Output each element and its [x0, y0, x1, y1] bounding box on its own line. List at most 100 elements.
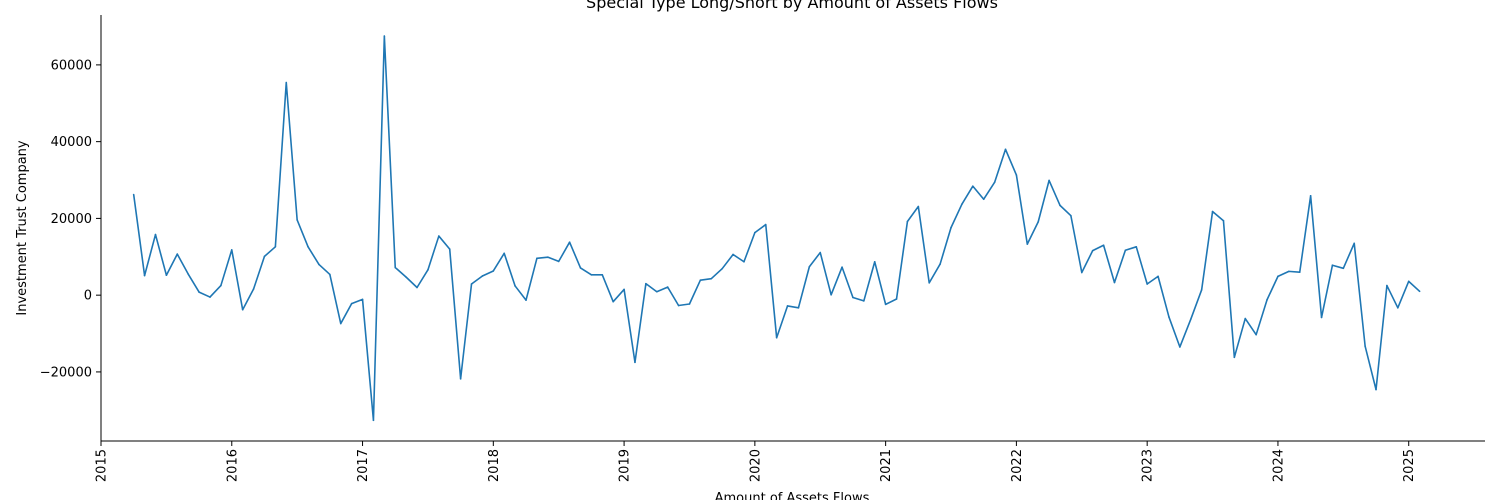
data-point [383, 35, 386, 37]
data-point [1080, 271, 1083, 274]
x-tick-label: 2015 [95, 449, 110, 482]
data-point [1364, 345, 1366, 348]
x-tick-label: 2019 [618, 449, 633, 482]
data-point [438, 235, 440, 237]
data-point [895, 298, 898, 300]
data-point [198, 291, 200, 293]
chart-title: Special Type Long/Short by Amount of Ass… [586, 0, 998, 12]
data-point [350, 302, 353, 305]
data-point [1222, 219, 1225, 222]
data-point [1407, 280, 1410, 283]
data-point [1320, 316, 1323, 319]
data-point [1233, 356, 1236, 359]
data-point [525, 299, 527, 301]
data-point [405, 276, 407, 278]
data-point [361, 298, 364, 301]
data-point [252, 288, 255, 290]
x-tick-label: 2025 [1402, 449, 1417, 482]
data-point [1059, 204, 1061, 207]
data-point [1113, 281, 1116, 284]
data-point [732, 253, 734, 256]
y-tick-label: 60000 [51, 58, 92, 73]
data-point [819, 251, 822, 254]
data-point [503, 252, 506, 255]
data-point [481, 275, 484, 277]
data-point [285, 81, 288, 84]
data-point [1146, 283, 1148, 285]
data-point [1026, 243, 1029, 245]
data-point [623, 288, 625, 291]
data-point [655, 290, 658, 293]
data-point [1342, 267, 1345, 270]
data-point [165, 274, 168, 277]
data-point [1004, 148, 1007, 151]
data-point [917, 205, 920, 208]
data-point [1266, 298, 1268, 301]
data-point [634, 361, 636, 364]
data-point [416, 286, 418, 289]
y-tick-label: −20000 [40, 365, 92, 380]
data-point [1015, 174, 1018, 176]
x-axis: 2015 2016 2017 2018 2019 2020 2021 2022 2023 2024… [95, 440, 1485, 482]
data-point [764, 223, 767, 226]
data-point [972, 185, 974, 187]
data-point [514, 285, 516, 287]
data-point [884, 303, 887, 306]
y-tick-label: 20000 [51, 212, 92, 227]
data-point [296, 219, 298, 221]
x-tick-label: 2023 [1141, 449, 1156, 482]
data-point [1298, 271, 1301, 273]
data-point [154, 233, 157, 236]
data-point [982, 198, 985, 201]
data-point [786, 305, 789, 307]
data-point [372, 419, 375, 422]
data-point [775, 336, 778, 339]
y-tick-label: 40000 [51, 135, 92, 150]
data-point [808, 265, 811, 268]
data-point [1189, 318, 1192, 321]
data-point [939, 263, 941, 265]
data-point [830, 293, 832, 296]
data-point [427, 269, 429, 271]
data-point [1200, 288, 1203, 291]
data-point [536, 257, 538, 260]
data-point [339, 322, 342, 325]
data-point [1331, 264, 1334, 267]
x-axis-title: Amount of Assets Flows [715, 491, 870, 500]
data-point [1418, 290, 1421, 293]
series-line [132, 35, 1421, 422]
data-point [645, 282, 647, 285]
data-point [263, 255, 266, 258]
data-point [274, 246, 277, 248]
data-point [209, 296, 211, 298]
data-point [132, 193, 135, 196]
data-point [1255, 333, 1257, 336]
data-point [612, 300, 614, 303]
x-tick-label: 2018 [487, 449, 502, 482]
data-point [1179, 346, 1181, 348]
data-point [666, 286, 669, 288]
data-point [1353, 242, 1356, 245]
data-point [852, 296, 854, 299]
data-point [568, 241, 571, 243]
y-tick-label: 0 [84, 289, 92, 304]
data-point [1277, 275, 1279, 278]
data-point [721, 267, 723, 270]
data-point [448, 248, 451, 250]
data-point [1375, 388, 1377, 391]
data-point [754, 231, 756, 234]
data-point [557, 260, 560, 263]
data-point [841, 266, 843, 268]
data-point [928, 282, 931, 284]
data-point [961, 203, 963, 206]
data-point [241, 308, 244, 311]
data-point [1157, 275, 1159, 278]
data-point [1124, 249, 1127, 252]
x-tick-label: 2022 [1010, 449, 1025, 482]
data-point [1386, 284, 1388, 287]
data-point [1135, 246, 1138, 248]
data-point [601, 274, 604, 276]
data-point [1102, 244, 1105, 247]
data-point [1070, 214, 1072, 217]
data-point [579, 267, 582, 269]
